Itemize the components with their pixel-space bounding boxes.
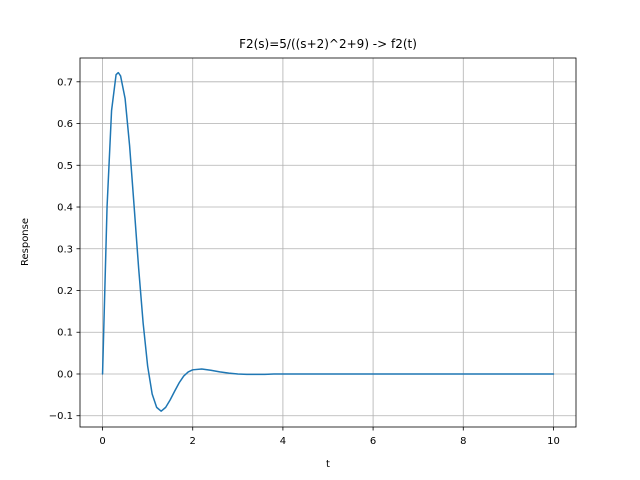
- x-axis-label: t: [326, 459, 330, 470]
- y-tick-label: 0.0: [57, 369, 73, 380]
- y-tick-label: 0.4: [57, 203, 73, 214]
- chart-title: F2(s)=5/((s+2)^2+9) -> f2(t): [239, 37, 417, 51]
- y-tick-label: 0.5: [57, 161, 73, 172]
- grid-lines: [80, 58, 576, 427]
- y-axis: −0.1 0.0 0.1 0.2 0.3 0.4 0.5 0.6 0.7: [49, 77, 80, 422]
- y-tick-label: 0.6: [57, 119, 73, 130]
- y-tick-label: 0.1: [57, 328, 73, 339]
- x-tick-label: 10: [547, 436, 560, 447]
- plot-frame: [79, 57, 577, 428]
- y-tick-label: 0.7: [57, 77, 73, 88]
- x-tick-label: 0: [99, 436, 105, 447]
- series-line-group: [101, 71, 555, 412]
- x-tick-label: 8: [460, 436, 466, 447]
- x-tick-label: 6: [370, 436, 376, 447]
- x-axis: 0 2 4 6 8 10: [99, 427, 560, 447]
- y-axis-label: Response: [20, 218, 31, 266]
- series-line: [101, 71, 555, 412]
- y-tick-label: −0.1: [49, 411, 73, 422]
- x-tick-label: 2: [190, 436, 196, 447]
- y-tick-label: 0.3: [57, 244, 73, 255]
- y-tick-label: 0.2: [57, 286, 73, 297]
- x-tick-label: 4: [280, 436, 286, 447]
